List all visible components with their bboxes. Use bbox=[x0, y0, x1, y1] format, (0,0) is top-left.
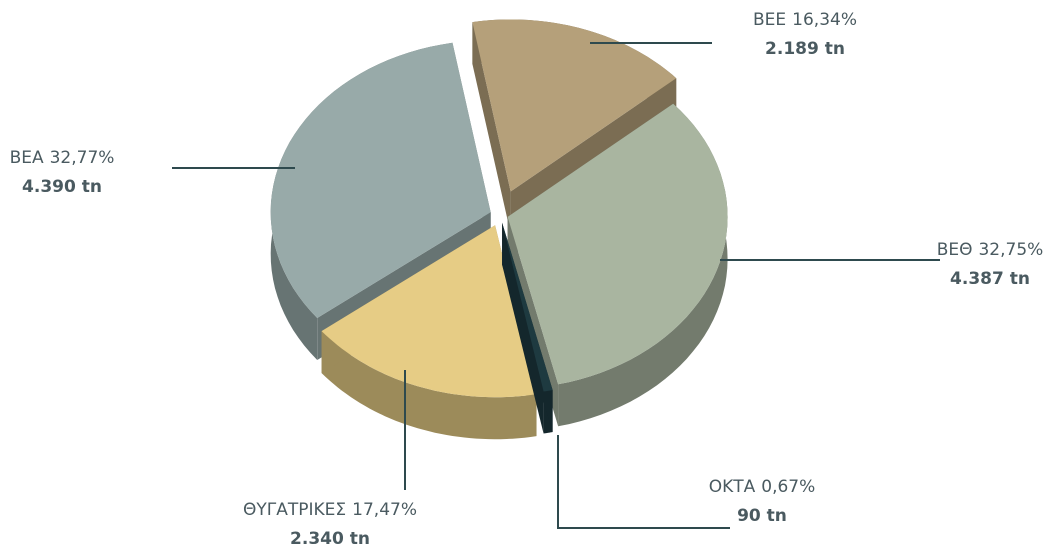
percent-label: 16,34% bbox=[792, 10, 857, 30]
category-name: ΒΕΑ bbox=[10, 148, 44, 168]
slice-top bbox=[502, 222, 553, 392]
category-name: ΘΥΓΑΤΡΙΚΕΣ bbox=[243, 500, 346, 520]
leader-line bbox=[557, 435, 730, 529]
slice-top bbox=[507, 103, 728, 385]
percent-label: 32,77% bbox=[50, 148, 115, 168]
percent-label: 32,75% bbox=[978, 240, 1043, 260]
amount-label: 4.387 tn bbox=[950, 269, 1030, 289]
slice-side bbox=[558, 103, 728, 427]
slice-label: ΘΥΓΑΤΡΙΚΕΣ 17,47% bbox=[243, 500, 417, 520]
percent-label: 0,67% bbox=[761, 477, 815, 497]
slice-wall bbox=[502, 222, 544, 434]
amount-label: 2.340 tn bbox=[290, 529, 370, 549]
slice-label: ΟΚΤΑ 0,67% bbox=[709, 477, 816, 497]
category-name: ΟΚΤΑ bbox=[709, 477, 756, 497]
amount-label: 90 tn bbox=[737, 506, 787, 526]
slice-wall bbox=[472, 22, 511, 234]
slice-side bbox=[321, 331, 537, 440]
percent-label: 17,47% bbox=[352, 500, 417, 520]
slice-label: ΒΕΕ 16,34% bbox=[753, 10, 857, 30]
category-name: ΒΕΘ bbox=[937, 240, 973, 260]
pie-slice bbox=[321, 225, 537, 440]
amount-label: 2.189 tn bbox=[765, 39, 845, 59]
slice-top bbox=[270, 42, 491, 319]
slice-label: ΒΕΑ 32,77% bbox=[10, 148, 115, 168]
pie-slice bbox=[502, 222, 553, 434]
category-name: ΒΕΕ bbox=[753, 10, 786, 30]
slice-top bbox=[321, 225, 537, 398]
slice-top bbox=[472, 19, 677, 192]
amount-label: 4.390 tn bbox=[22, 177, 102, 197]
slice-label: ΒΕΘ 32,75% bbox=[937, 240, 1044, 260]
